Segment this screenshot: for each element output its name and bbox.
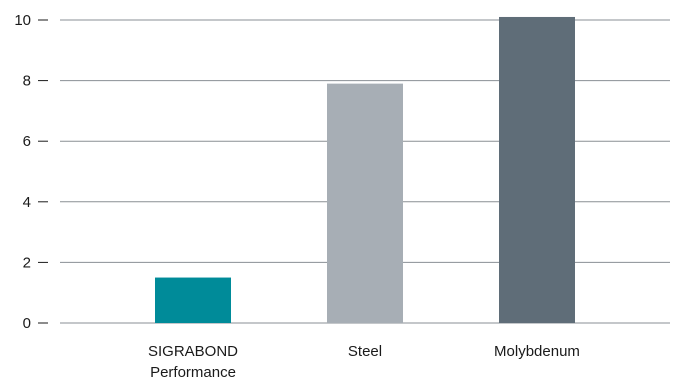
- x-axis-labels: SIGRABOND Performance Steel Molybdenum: [148, 343, 580, 378]
- y-tick-label-6: 6: [23, 133, 31, 150]
- x-category-label-2: Molybdenum: [494, 343, 580, 360]
- y-tick-label-2: 2: [23, 254, 31, 271]
- x-category-label-line: Molybdenum: [494, 343, 580, 360]
- x-category-label-0: SIGRABOND Performance: [148, 343, 238, 378]
- x-category-label-line: Steel: [348, 343, 382, 360]
- x-category-label-line: Performance: [150, 364, 236, 378]
- y-tick-label-0: 0: [23, 315, 31, 332]
- x-category-label-line: SIGRABOND: [148, 343, 238, 360]
- y-axis-ticks: 0 2 4 6 8 10: [14, 12, 48, 332]
- y-tick-label-10: 10: [14, 12, 31, 29]
- bar-2: [499, 16, 575, 323]
- y-tick-label-8: 8: [23, 73, 31, 90]
- bars: [155, 16, 575, 323]
- x-category-label-1: Steel: [348, 343, 382, 360]
- bar-0: [155, 277, 231, 323]
- y-tick-label-4: 4: [23, 194, 31, 211]
- bar-1: [327, 83, 403, 323]
